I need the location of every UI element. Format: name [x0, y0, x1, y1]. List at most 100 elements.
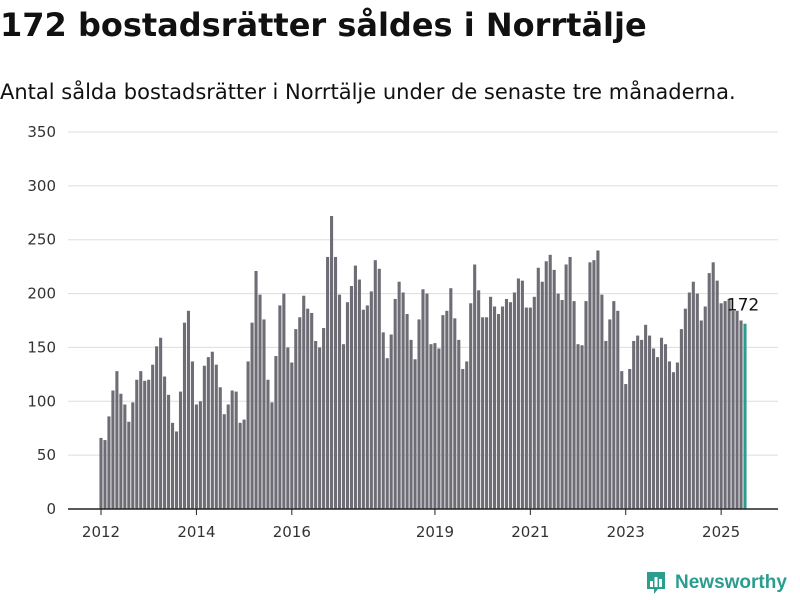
bar [155, 346, 159, 509]
bar [731, 310, 735, 509]
bar [258, 294, 262, 509]
bar [385, 358, 389, 509]
bar [719, 303, 723, 509]
bar [461, 368, 465, 509]
bar [493, 306, 497, 509]
bar [230, 390, 234, 509]
bar [139, 371, 143, 509]
bar [174, 431, 179, 509]
brand-name: Newsworthy [675, 572, 787, 593]
bar [123, 404, 127, 509]
bar [131, 402, 135, 509]
bar [159, 337, 163, 509]
bar [337, 294, 342, 509]
bar [99, 437, 103, 509]
bar [349, 286, 353, 509]
x-tick-label: 2014 [177, 523, 215, 541]
bar [536, 267, 540, 509]
bar [222, 414, 226, 509]
bar [119, 393, 123, 509]
bar [496, 314, 501, 509]
bar [632, 340, 636, 509]
bar [286, 347, 290, 509]
bar [270, 402, 274, 509]
bar [182, 322, 187, 509]
bar [218, 387, 222, 509]
y-tick-label: 200 [27, 285, 56, 303]
bar [477, 290, 481, 509]
bar [524, 307, 528, 509]
bar [683, 308, 687, 509]
bar [715, 280, 719, 509]
bar [254, 270, 258, 509]
bar [389, 334, 393, 509]
bar [147, 379, 151, 509]
bar [500, 306, 505, 509]
bar [707, 273, 711, 509]
bar [568, 256, 572, 509]
bar [675, 362, 679, 509]
bar [103, 440, 107, 509]
bar [691, 281, 695, 509]
bar [679, 329, 683, 509]
bar [178, 391, 183, 509]
bar [648, 335, 652, 509]
bar [198, 401, 202, 509]
bar-highlight [743, 323, 747, 509]
bar [238, 422, 242, 509]
bar [445, 310, 449, 509]
x-tick-label: 2016 [273, 523, 311, 541]
bar [266, 379, 270, 509]
bar [393, 298, 397, 509]
bar [711, 262, 715, 509]
bar [242, 419, 246, 509]
brand-logo: Newsworthy [645, 570, 787, 596]
bar [548, 254, 552, 509]
bar [659, 337, 664, 509]
bar [135, 379, 139, 509]
bar [250, 322, 254, 509]
bar [194, 404, 198, 509]
bar [107, 416, 111, 509]
bar [576, 344, 580, 509]
bar [485, 317, 489, 509]
bar [739, 320, 743, 509]
bar [357, 279, 361, 509]
bar [310, 312, 314, 509]
bar [512, 292, 516, 509]
bar [167, 394, 171, 509]
bar [210, 351, 214, 509]
bar [206, 357, 210, 509]
bar [326, 256, 330, 509]
bar [314, 340, 318, 509]
bar [151, 364, 155, 509]
bar [282, 293, 286, 509]
bar [262, 319, 266, 509]
bar [397, 281, 401, 509]
bar [449, 288, 453, 509]
bar [516, 278, 520, 509]
bar [703, 306, 707, 509]
bar [202, 365, 206, 509]
bar [294, 329, 298, 509]
bar [465, 361, 469, 509]
bar [663, 344, 668, 509]
bar [341, 344, 346, 509]
bar [652, 348, 656, 509]
bar [333, 256, 338, 509]
bar [381, 332, 385, 509]
bar [171, 422, 175, 509]
bar [687, 292, 691, 509]
bar [377, 268, 381, 509]
bar [214, 364, 218, 509]
bar [644, 324, 648, 509]
bar [655, 357, 660, 509]
bar [469, 303, 473, 509]
bar [504, 298, 509, 509]
y-tick-label: 250 [27, 231, 56, 249]
bar [552, 269, 556, 509]
bar [564, 264, 568, 509]
bar [640, 339, 644, 509]
bar [544, 261, 548, 509]
